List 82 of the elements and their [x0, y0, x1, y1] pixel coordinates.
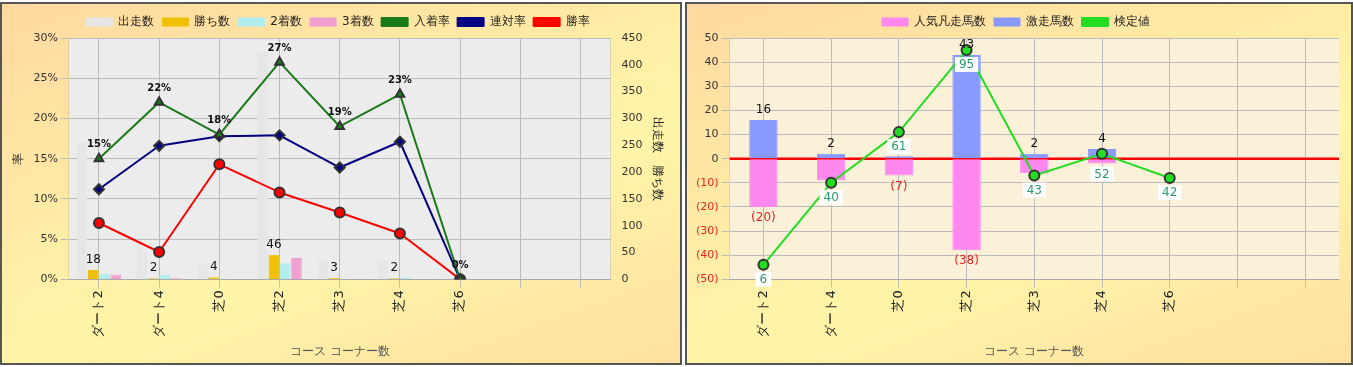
y2-tick-label: 100	[621, 218, 643, 232]
data-label: 18%	[207, 114, 232, 126]
data-label: 18	[85, 251, 101, 266]
data-label: 43	[1026, 182, 1042, 197]
legend-label: 検定値	[1114, 14, 1150, 29]
x-tick-label: ダート2	[754, 290, 770, 338]
data-label: 2	[149, 260, 158, 275]
y-tick-label: 20%	[33, 111, 58, 125]
legend-label: 2着数	[270, 14, 303, 29]
legend-label: 激走馬数	[1026, 14, 1074, 29]
y-tick-label: 40	[704, 54, 719, 68]
y-tick-label: (30)	[695, 223, 719, 237]
y2-tick-label: 300	[621, 111, 643, 125]
y2-tick-label: 200	[621, 164, 643, 178]
data-label: 4	[209, 259, 218, 274]
y-axis-title: 率	[11, 152, 26, 165]
y2-tick-label: 150	[621, 191, 643, 205]
x-tick-label: ダート2	[90, 290, 106, 338]
x-tick-label: ダート4	[822, 290, 838, 338]
data-label: 40	[823, 189, 839, 204]
data-label: 95	[958, 57, 975, 72]
y-tick-label: 10	[704, 127, 719, 141]
legend-label: 勝ち数	[194, 14, 231, 29]
data-label: 4	[1098, 131, 1106, 146]
legend-label: 連対率	[489, 14, 526, 29]
y-tick-label: 50	[704, 30, 719, 44]
x-tick-label: 芝0	[890, 290, 906, 312]
data-label: 16	[755, 102, 772, 117]
x-tick-label: 芝6	[451, 290, 467, 312]
x-axis-title: コース コーナー数	[984, 343, 1085, 358]
y2-tick-label: 350	[621, 84, 643, 98]
legend-label: 勝率	[565, 14, 590, 29]
data-label: 52	[1094, 166, 1110, 181]
y-tick-label: 0	[711, 151, 719, 165]
data-label: 42	[1162, 185, 1178, 200]
y-tick-label: 20	[704, 103, 719, 117]
y-tick-label: 25%	[33, 71, 58, 85]
data-label: (7)	[890, 178, 908, 193]
y-tick-label: 10%	[33, 191, 58, 205]
data-label: 15%	[86, 138, 111, 150]
y2-tick-label: 0	[621, 272, 629, 286]
legend-label: 出走数	[118, 14, 155, 29]
y2-tick-label: 400	[621, 57, 643, 71]
data-label: 46	[266, 236, 282, 251]
legend-label: 3着数	[342, 14, 374, 29]
x-tick-label: 芝4	[1093, 290, 1109, 312]
y-tick-label: 0%	[40, 272, 58, 286]
y-tick-label: 15%	[33, 151, 58, 165]
y-tick-label: (10)	[695, 175, 719, 189]
data-label: 2	[1030, 135, 1039, 150]
y-tick-label: 5%	[40, 231, 58, 245]
y-tick-label: (50)	[695, 272, 719, 286]
y2-tick-label: 450	[621, 30, 643, 44]
y-tick-label: (40)	[695, 248, 719, 262]
y2-axis-title: 出走数 勝ち数	[650, 116, 665, 201]
y2-tick-label: 50	[621, 245, 636, 259]
x-tick-label: ダート4	[150, 290, 166, 338]
data-label: 3	[330, 259, 338, 274]
x-tick-label: 芝2	[957, 290, 973, 312]
data-label: 2	[827, 135, 835, 150]
legend-label: 人気凡走馬数	[914, 14, 986, 29]
data-label: 27%	[267, 41, 292, 53]
y2-tick-label: 250	[621, 138, 643, 152]
data-label: 23%	[387, 73, 412, 85]
data-label: 22%	[147, 81, 172, 93]
y-tick-label: 30	[704, 79, 719, 93]
data-label: 61	[891, 139, 907, 154]
y-tick-label: 30%	[33, 30, 58, 44]
x-tick-label: 芝4	[391, 290, 407, 312]
legend-label: 入着率	[413, 14, 450, 29]
data-label: 19%	[327, 106, 352, 118]
data-label: (38)	[954, 253, 979, 268]
y-tick-label: (20)	[695, 199, 719, 213]
x-axis-title: コース コーナー数	[289, 343, 390, 358]
x-tick-label: 芝6	[1161, 290, 1177, 312]
x-tick-label: 芝3	[1025, 290, 1041, 312]
data-label: 6	[759, 271, 768, 286]
x-tick-label: 芝0	[210, 290, 226, 312]
x-tick-label: 芝2	[270, 290, 286, 312]
data-label: 2	[390, 260, 399, 275]
x-tick-label: 芝3	[331, 290, 347, 312]
data-label: (20)	[751, 210, 776, 225]
